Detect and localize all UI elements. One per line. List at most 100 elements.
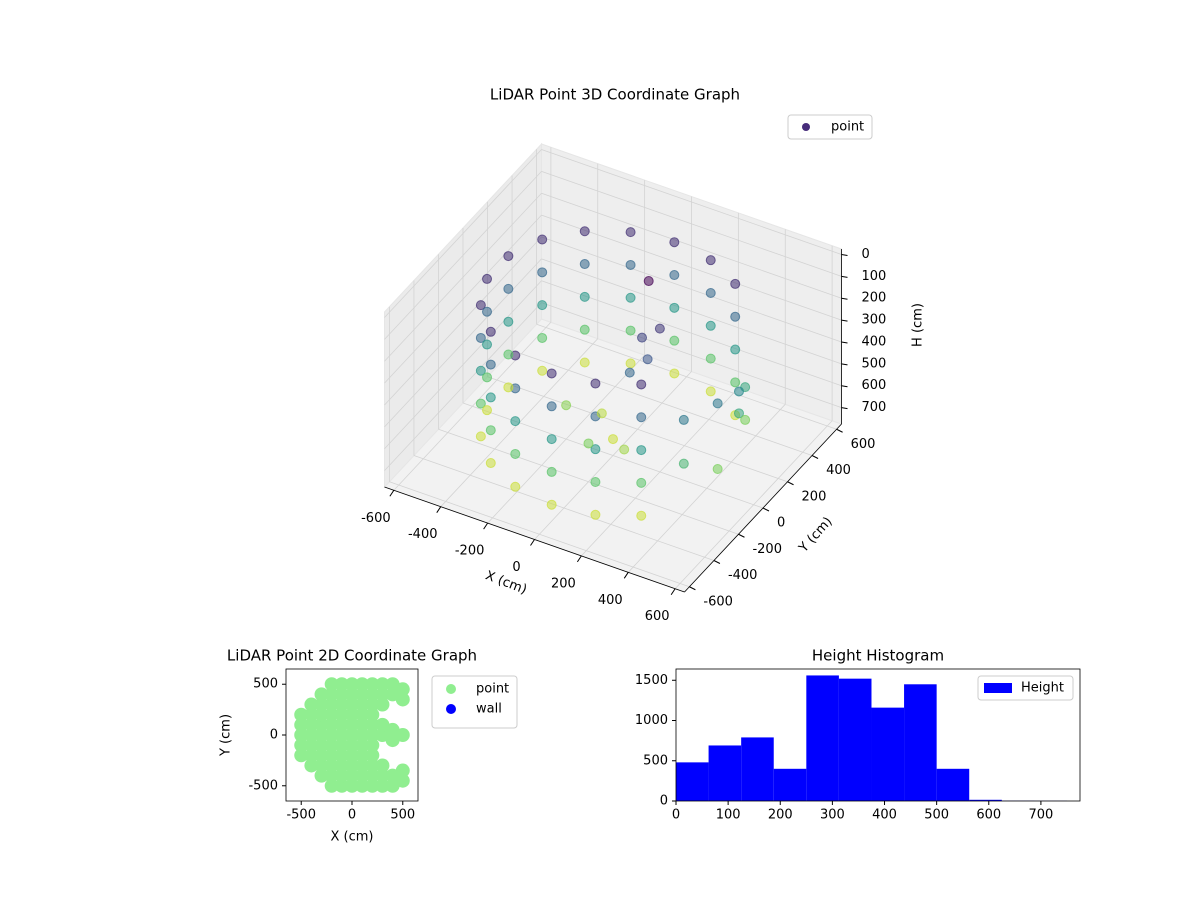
- z-tick-label: 500: [862, 356, 887, 371]
- point: [375, 758, 390, 773]
- point: [334, 728, 349, 742]
- tick: [389, 490, 395, 497]
- point: [579, 291, 590, 302]
- tick: [623, 572, 629, 579]
- point: [537, 234, 548, 245]
- bar: [871, 707, 905, 801]
- bar: [676, 762, 709, 801]
- grid-line: [541, 236, 842, 343]
- point: [705, 353, 716, 364]
- point: [314, 697, 329, 712]
- point: [355, 748, 370, 763]
- tick: [841, 385, 848, 388]
- point: [705, 320, 716, 331]
- legend-patch: [984, 683, 1012, 693]
- point: [636, 445, 647, 456]
- point: [365, 778, 380, 793]
- tick: [738, 533, 745, 538]
- point: [636, 379, 647, 390]
- x-tick-label: 600: [645, 609, 670, 624]
- point: [625, 227, 636, 238]
- x-tick-label: 200: [768, 808, 793, 823]
- point: [637, 332, 648, 343]
- point: [334, 738, 349, 753]
- x-tick-label: -200: [455, 544, 485, 559]
- grid-line: [511, 350, 813, 456]
- tick: [841, 341, 848, 344]
- point: [375, 768, 390, 783]
- grid-line: [541, 192, 842, 299]
- point: [485, 425, 496, 436]
- x-tick-label: 300: [820, 808, 845, 823]
- tick: [841, 297, 848, 300]
- point: [730, 278, 741, 289]
- plot-area: [294, 677, 410, 793]
- point: [395, 728, 410, 742]
- y-tick-label: 0: [660, 794, 668, 809]
- point: [733, 408, 744, 419]
- point: [579, 226, 590, 237]
- point: [365, 677, 380, 692]
- point: [355, 687, 370, 702]
- y-tick-label: 500: [253, 677, 278, 692]
- point: [365, 707, 380, 722]
- axis-line: [684, 423, 842, 593]
- point: [345, 707, 359, 722]
- point: [345, 717, 359, 732]
- y-tick-label: 1500: [635, 673, 668, 688]
- legend-box: [787, 114, 873, 140]
- z-tick-label: 600: [862, 378, 887, 393]
- point: [579, 357, 590, 368]
- y-tick-label: 0: [777, 516, 785, 531]
- tick: [841, 319, 848, 322]
- point: [546, 368, 557, 379]
- point: [669, 270, 680, 281]
- grid-line: [384, 192, 542, 362]
- point: [345, 687, 359, 702]
- point: [294, 748, 309, 763]
- point: [355, 758, 370, 773]
- tick: [841, 253, 848, 256]
- point: [642, 354, 653, 365]
- grid-line: [541, 258, 842, 365]
- point: [485, 359, 496, 370]
- point: [510, 416, 521, 427]
- tick: [483, 522, 489, 530]
- point: [365, 738, 380, 753]
- y-tick-label: -200: [752, 542, 782, 557]
- point: [546, 434, 557, 445]
- tick: [841, 275, 848, 278]
- z-tick-label: 700: [862, 400, 887, 415]
- point: [730, 344, 741, 355]
- bar: [806, 675, 839, 801]
- legend-marker: [446, 684, 456, 694]
- bar: [838, 678, 872, 801]
- point: [636, 477, 647, 488]
- point: [654, 323, 665, 334]
- point: [365, 728, 380, 742]
- point: [365, 697, 380, 712]
- x-tick-label: 600: [976, 808, 1001, 823]
- point: [643, 276, 654, 287]
- point: [669, 368, 680, 379]
- grid-line: [438, 428, 739, 535]
- point: [304, 707, 319, 722]
- grid-line: [384, 258, 542, 428]
- x-tick-label: -600: [361, 511, 391, 526]
- point: [624, 367, 635, 378]
- point: [375, 687, 390, 702]
- grid-line: [384, 236, 542, 406]
- point: [355, 677, 370, 692]
- point: [365, 748, 380, 763]
- point: [705, 287, 716, 298]
- point: [345, 728, 359, 742]
- x-axis-label: X (cm): [331, 830, 374, 845]
- point: [314, 728, 329, 742]
- point: [324, 697, 339, 712]
- point: [334, 768, 349, 783]
- point: [678, 458, 689, 469]
- point: [503, 349, 514, 360]
- point: [324, 758, 339, 773]
- point: [537, 365, 548, 376]
- grid-line: [384, 214, 542, 384]
